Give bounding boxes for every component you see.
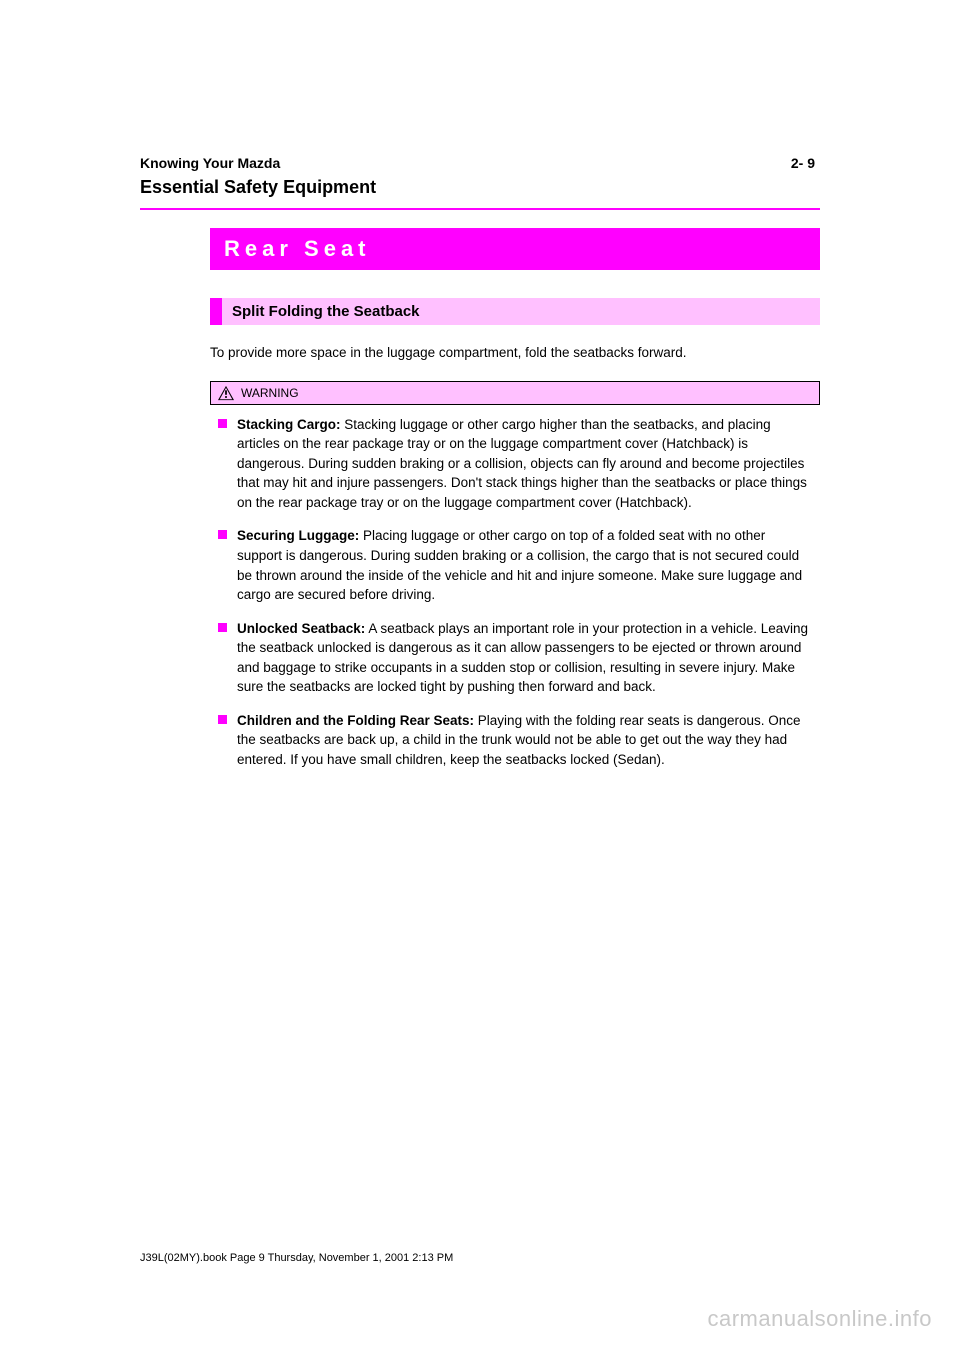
warning-item-text: Children and the Folding Rear Seats: Pla… <box>237 711 812 770</box>
warning-list: Stacking Cargo: Stacking luggage or othe… <box>210 405 820 770</box>
bullet-icon <box>218 715 227 724</box>
breadcrumb: Knowing Your Mazda <box>140 155 280 171</box>
warning-item: Children and the Folding Rear Seats: Pla… <box>218 711 812 770</box>
page-number: 2- 9 <box>791 155 815 171</box>
warning-item-heading: Stacking Cargo: <box>237 417 341 432</box>
warning-item: Stacking Cargo: Stacking luggage or othe… <box>218 415 812 513</box>
manual-page: Knowing Your Mazda 2- 9 Essential Safety… <box>0 0 960 824</box>
bullet-icon <box>218 419 227 428</box>
watermark: carmanualsonline.info <box>707 1306 932 1332</box>
bullet-icon <box>218 530 227 539</box>
warning-item-text: Securing Luggage: Placing luggage or oth… <box>237 526 812 604</box>
breadcrumb-row: Knowing Your Mazda 2- 9 <box>140 155 820 177</box>
doc-id-footer: J39L(02MY).book Page 9 Thursday, Novembe… <box>140 1252 453 1264</box>
intro-text: To provide more space in the luggage com… <box>210 343 820 363</box>
sub-title: Split Folding the Seatback <box>210 298 820 325</box>
page-content: Rear Seat Split Folding the Seatback To … <box>140 228 820 770</box>
warning-item-text: Unlocked Seatback: A seatback plays an i… <box>237 619 812 697</box>
warning-item-heading: Children and the Folding Rear Seats: <box>237 713 474 728</box>
chapter-title: Essential Safety Equipment <box>140 177 820 198</box>
warning-item: Securing Luggage: Placing luggage or oth… <box>218 526 812 604</box>
warning-item-heading: Securing Luggage: <box>237 528 359 543</box>
warning-item-text: Stacking Cargo: Stacking luggage or othe… <box>237 415 812 513</box>
warning-item: Unlocked Seatback: A seatback plays an i… <box>218 619 812 697</box>
warning-triangle-icon <box>217 385 235 401</box>
bullet-icon <box>218 623 227 632</box>
main-title: Rear Seat <box>210 228 820 270</box>
warning-item-heading: Unlocked Seatback: <box>237 621 365 636</box>
header-divider <box>140 208 820 210</box>
warning-header: WARNING <box>210 381 820 405</box>
page-header: Knowing Your Mazda 2- 9 Essential Safety… <box>140 155 820 210</box>
warning-label: WARNING <box>241 386 299 400</box>
